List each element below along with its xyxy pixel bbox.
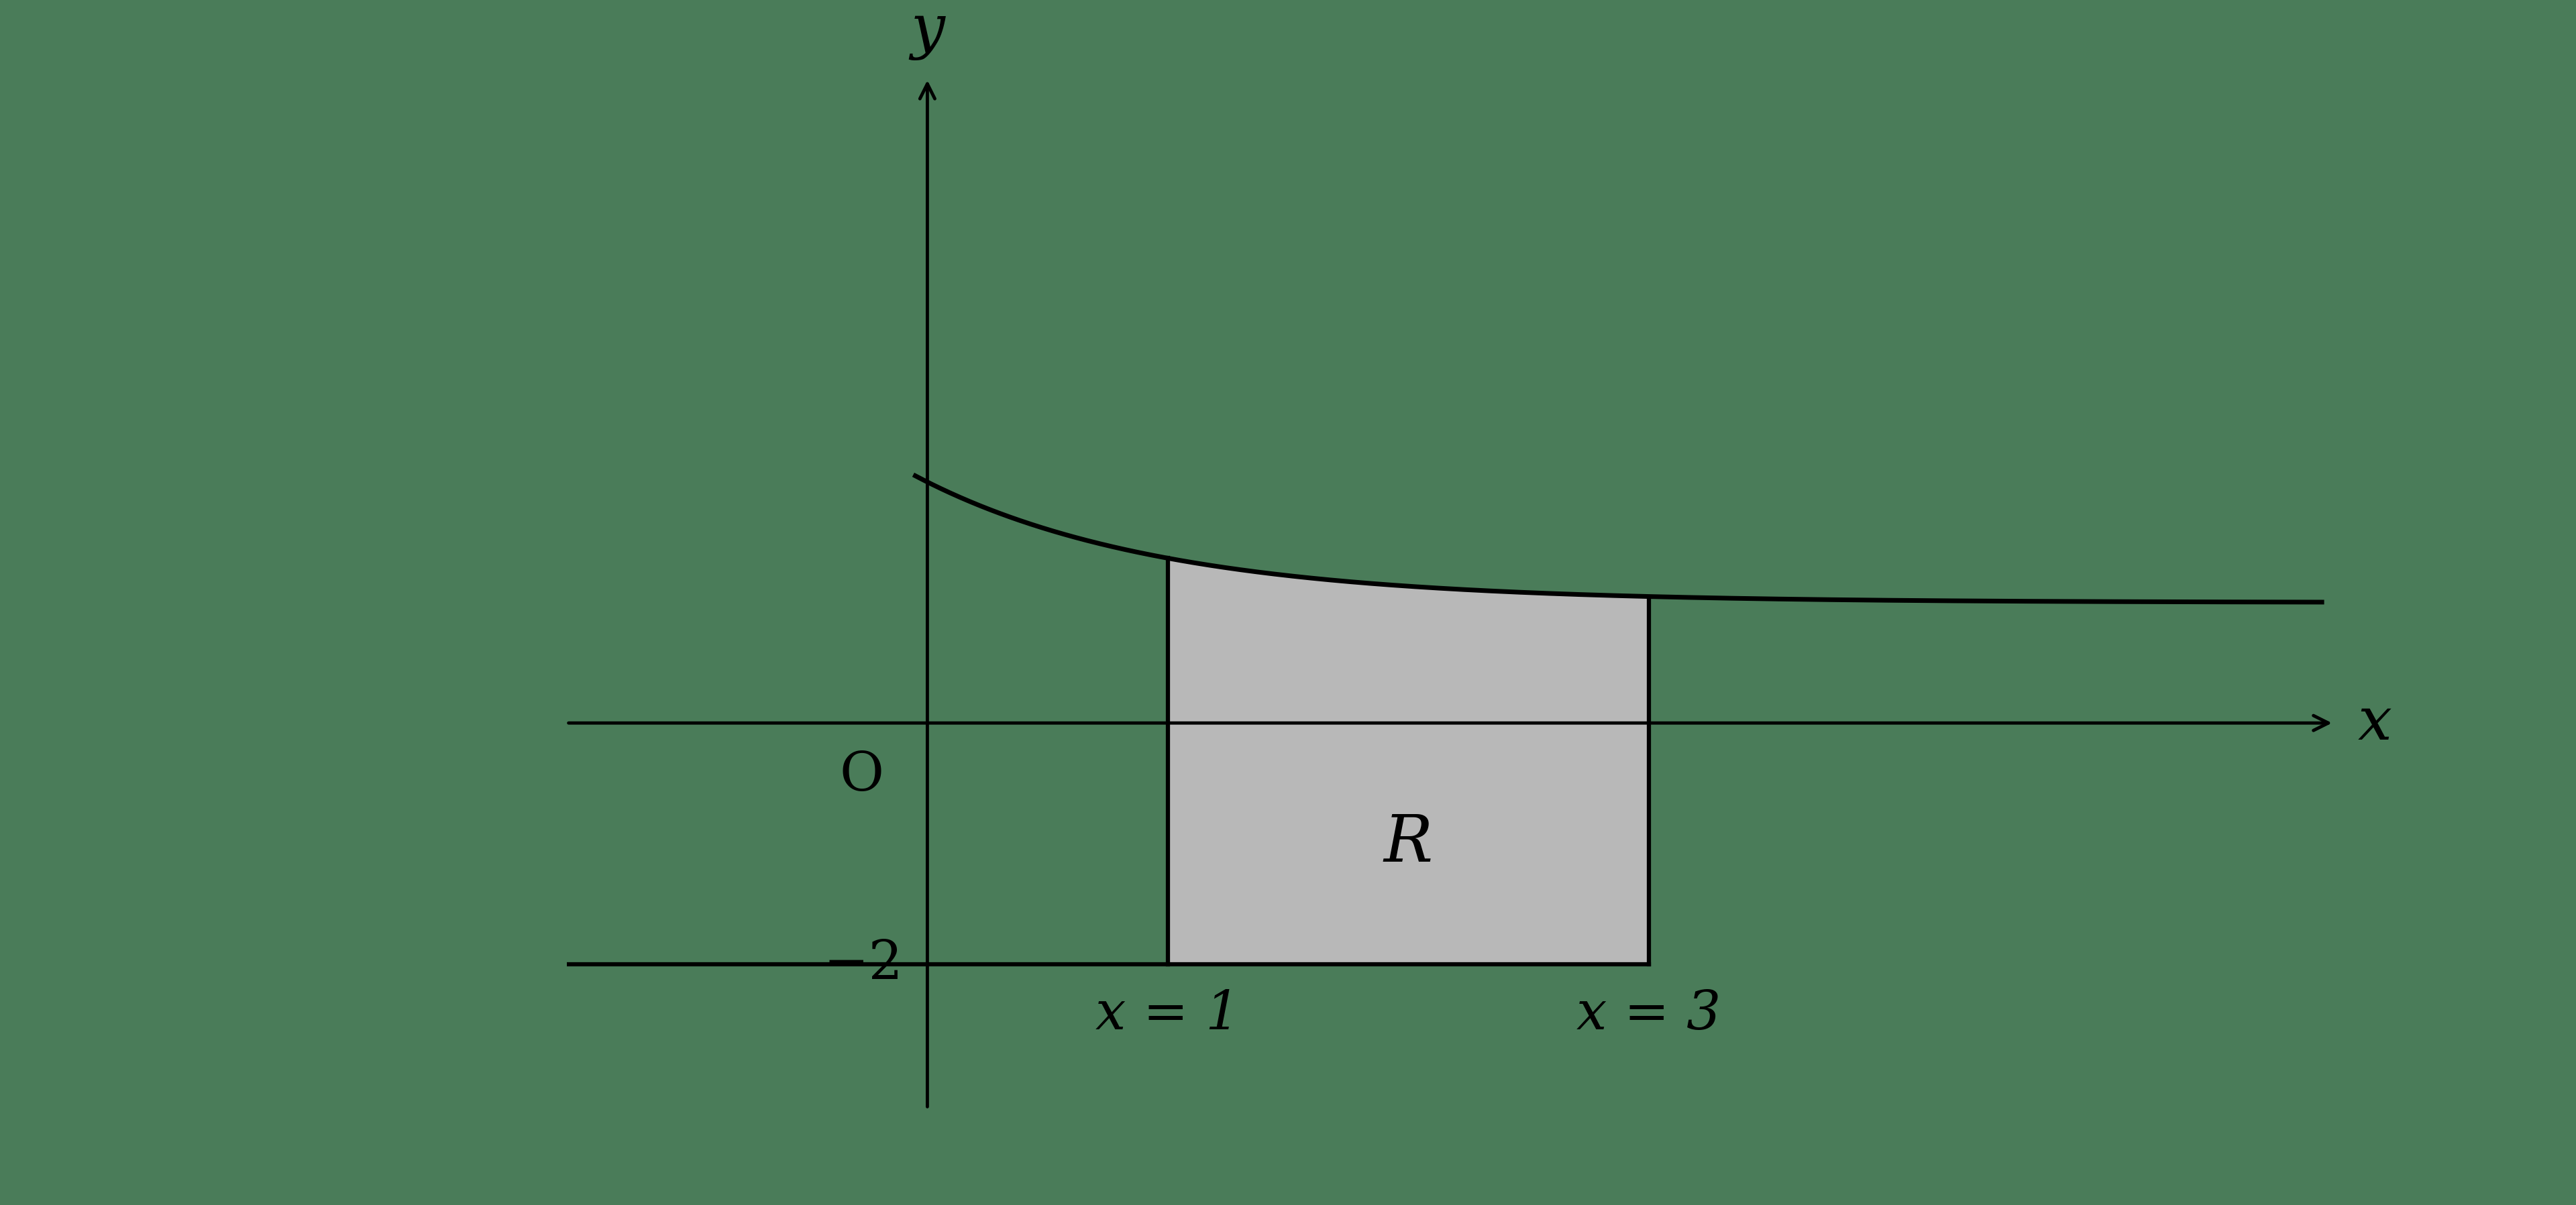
Text: O: O bbox=[840, 750, 884, 801]
Text: y: y bbox=[909, 2, 945, 60]
Text: x = 1: x = 1 bbox=[1095, 988, 1239, 1040]
Text: x: x bbox=[2357, 694, 2393, 752]
Text: x = 3: x = 3 bbox=[1577, 988, 1721, 1040]
Text: −2: −2 bbox=[824, 937, 904, 991]
Text: R: R bbox=[1383, 812, 1432, 875]
